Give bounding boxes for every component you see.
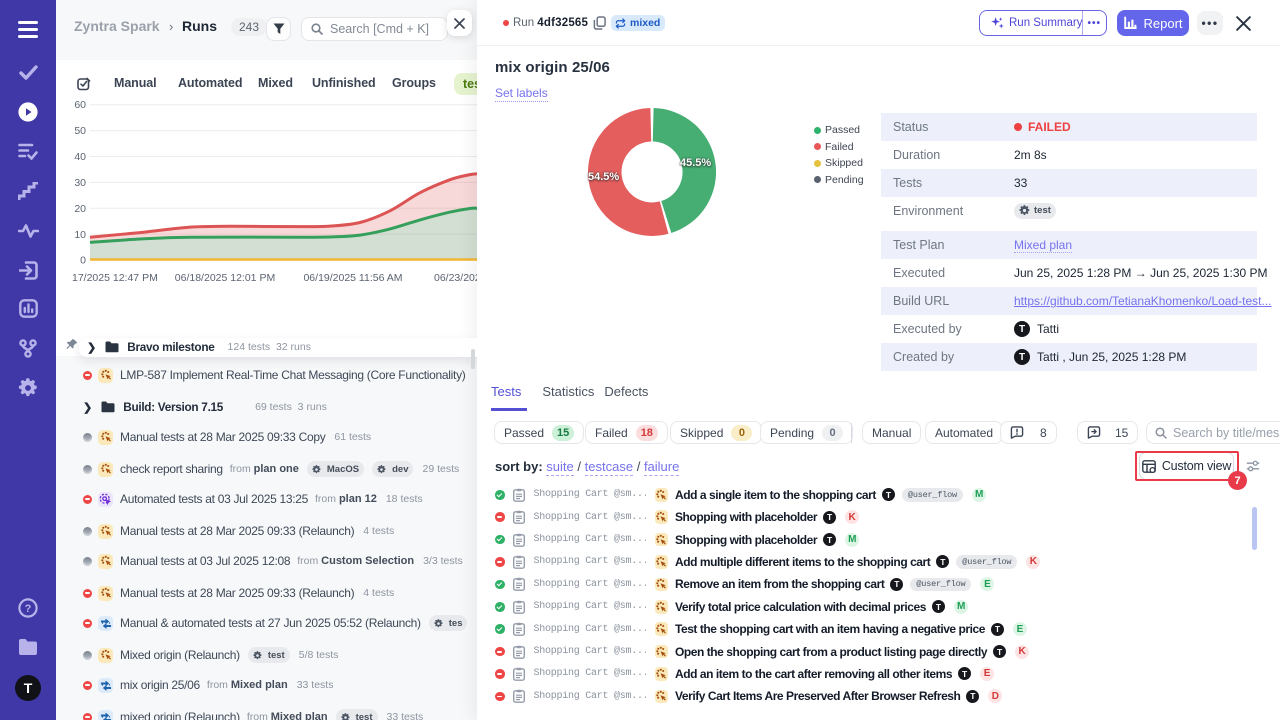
svg-text:40: 40	[74, 151, 86, 163]
svg-text:06/18/2025 12:01 PM: 06/18/2025 12:01 PM	[175, 272, 275, 284]
svg-text:17/2025 12:47 PM: 17/2025 12:47 PM	[72, 272, 158, 284]
svg-text:60: 60	[74, 99, 86, 111]
svg-text:10: 10	[74, 229, 86, 241]
svg-text:50: 50	[74, 125, 86, 137]
svg-text:20: 20	[74, 203, 86, 215]
svg-text:?: ?	[25, 603, 32, 615]
svg-text:06/19/2025 11:56 AM: 06/19/2025 11:56 AM	[303, 272, 402, 284]
svg-text:0: 0	[80, 255, 86, 267]
svg-text:30: 30	[74, 177, 86, 189]
svg-text:06/23/202: 06/23/202	[434, 272, 477, 284]
